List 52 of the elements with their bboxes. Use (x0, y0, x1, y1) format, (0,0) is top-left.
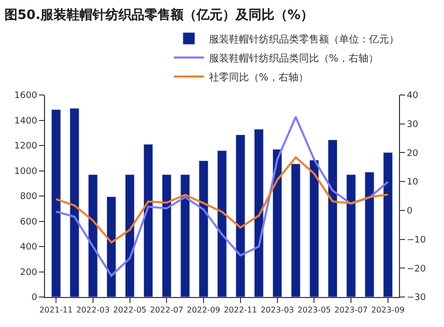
y2-tick-label: 20 (406, 148, 419, 159)
x-tick-label: 2023-09 (371, 306, 405, 315)
bar (124, 174, 135, 297)
x-tick-label: 2022-05 (113, 306, 147, 315)
bar (180, 174, 190, 297)
bar (346, 174, 356, 297)
line-series (55, 156, 389, 244)
x-tick-label: 2022-07 (150, 306, 184, 315)
bar (143, 144, 154, 297)
x-tick-label: 2021-11 (39, 306, 73, 315)
y-tick-label: 1000 (14, 166, 38, 177)
x-tick-label: 2023-07 (334, 306, 368, 315)
y2-tick-label: 10 (406, 178, 419, 188)
bar (364, 172, 374, 297)
legend-label: 社零同比（%，右轴） (208, 71, 308, 84)
line-series (55, 116, 389, 277)
chart-title: 图50.服装鞋帽针纺织品零售额（亿元）及同比（%） (4, 6, 314, 23)
y2-tick-label: −10 (406, 235, 426, 246)
y2-tick-label: −30 (406, 293, 426, 304)
bar (217, 150, 227, 297)
y2-tick-label: 0 (406, 206, 413, 217)
x-tick-label: 2022-03 (76, 306, 110, 315)
bar (272, 149, 282, 297)
bar (51, 109, 61, 297)
bar (198, 160, 208, 297)
bar (328, 140, 338, 297)
x-tick-label: 2022-11 (224, 306, 258, 315)
x-tick-label: 2022-09 (186, 306, 220, 315)
bar (309, 160, 320, 297)
y-tick-label: 0 (31, 293, 38, 304)
y2-tick-label: −20 (406, 264, 426, 274)
y-tick-label: 400 (20, 242, 38, 253)
bar (70, 108, 80, 297)
bar (383, 152, 393, 297)
bar (254, 128, 264, 297)
legend-label: 服装鞋帽针纺织品类同比（%，右轴） (208, 52, 378, 64)
bar (236, 134, 246, 297)
y-tick-label: 1400 (14, 116, 38, 126)
bar (88, 174, 98, 297)
y-tick-label: 200 (20, 268, 38, 278)
y2-tick-label: 40 (406, 91, 419, 102)
y-tick-label: 1600 (14, 91, 38, 102)
x-tick-label: 2023-03 (260, 306, 294, 315)
y-tick-label: 1200 (14, 142, 38, 152)
y-tick-label: 800 (20, 192, 38, 202)
y2-tick-label: 30 (406, 120, 419, 130)
x-tick-label: 2023-05 (297, 306, 331, 315)
bar (106, 196, 116, 297)
bar (162, 174, 172, 297)
bar (290, 164, 301, 297)
y-tick-label: 600 (20, 217, 38, 228)
legend-label: 服装鞋帽针纺织品类零售额（单位：亿元） (208, 33, 399, 46)
